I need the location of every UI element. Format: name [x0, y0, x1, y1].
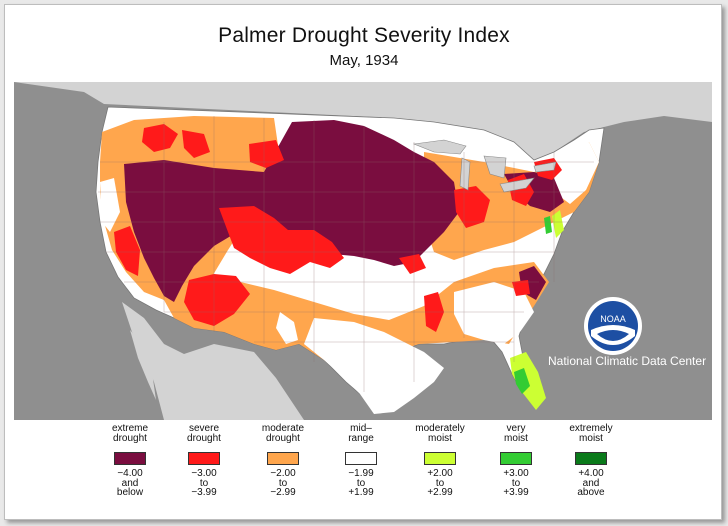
division-boundaries: [98, 116, 594, 392]
legend-swatch: [424, 452, 456, 465]
region-midrange-newengland: [554, 142, 599, 204]
legend-swatch: [575, 452, 607, 465]
legend-item-extremely-moist: extremely moist +4.00 and above: [551, 424, 631, 498]
mexico: [122, 302, 304, 420]
region-severe-georgia: [512, 280, 530, 296]
legend-range: +4.00: [578, 468, 604, 479]
legend-range: +2.00: [427, 468, 453, 479]
legend-item-mid-range: mid– range −1.99 to +1.99: [321, 424, 401, 498]
legend-range: to: [278, 477, 288, 489]
legend-range: above: [577, 487, 605, 498]
legend-label: mid–: [350, 423, 372, 434]
noaa-logo: NOAA: [584, 297, 642, 355]
region-severe-arizona: [184, 274, 250, 326]
region-severe-california: [114, 226, 140, 276]
legend-range: +2.99: [427, 487, 453, 498]
legend-item-moderate-drought: moderate drought −2.00 to −2.99: [243, 424, 323, 498]
legend-label: moderate: [261, 423, 305, 434]
drought-map: [14, 82, 712, 420]
legend-range: −2.99: [270, 487, 296, 498]
legend-range: −2.00: [270, 468, 296, 479]
lake-erie: [499, 177, 535, 193]
legend-item-very-moist: very moist +3.00 to +3.99: [476, 424, 556, 498]
lake-superior: [412, 139, 467, 155]
region-severe-washington: [142, 124, 178, 152]
region-midrange-oregon-coast: [100, 178, 120, 232]
legend-range: −3.00: [191, 468, 217, 479]
region-severe-arkansas: [399, 254, 426, 274]
legend-range: +3.99: [503, 487, 529, 498]
legend-swatch: [500, 452, 532, 465]
legend-range: to: [511, 477, 521, 489]
region-severe-idaho: [182, 130, 210, 158]
canada: [14, 82, 712, 160]
region-severe-montana: [249, 140, 284, 168]
region-very-moist-florida: [514, 368, 530, 394]
legend-label: moist: [579, 433, 603, 444]
map-subtitle: May, 1934: [329, 52, 399, 69]
legend-item-extreme-drought: extreme drought −4.00 and below: [90, 424, 170, 498]
legend-label: moderately: [415, 423, 465, 434]
region-severe-indiana: [454, 186, 490, 228]
region-extreme-drought: [124, 120, 459, 302]
legend-label: drought: [187, 433, 221, 444]
baja-california: [130, 330, 156, 400]
legend-label: moist: [504, 433, 528, 444]
legend-range: −3.99: [191, 487, 217, 498]
legend-swatch: [188, 452, 220, 465]
legend-label: severe: [188, 423, 219, 434]
region-moderately-moist-delmarva: [552, 210, 564, 238]
legend-label: extreme: [111, 423, 149, 434]
lake-michigan: [459, 157, 471, 191]
legend-label: drought: [113, 433, 147, 444]
map-title: Palmer Drought Severity Index: [218, 24, 510, 47]
noaa-logo-text: NOAA: [600, 314, 626, 324]
legend-label: extremely: [569, 423, 613, 434]
legend-label: drought: [266, 433, 300, 444]
legend-label: range: [348, 433, 374, 444]
legend-range: −1.99: [348, 468, 374, 479]
legend-range: to: [199, 477, 209, 489]
legend-range: below: [116, 487, 144, 498]
lake-huron: [483, 155, 507, 179]
legend-range: −4.00: [117, 468, 143, 479]
map-svg: [14, 82, 712, 420]
legend-item-moderately-moist: moderately moist +2.00 to +2.99: [400, 424, 480, 498]
legend-swatch: [345, 452, 377, 465]
legend-swatch: [267, 452, 299, 465]
legend-item-severe-drought: severe drought −3.00 to −3.99: [164, 424, 244, 498]
legend-swatch: [114, 452, 146, 465]
legend-range: to: [356, 477, 366, 489]
legend-range: +1.99: [348, 487, 374, 498]
legend-label: very: [506, 423, 526, 434]
legend-range: +3.00: [503, 468, 529, 479]
legend-range: and: [582, 477, 600, 489]
region-midrange-newmexico: [276, 312, 298, 344]
legend-label: moist: [428, 433, 452, 444]
region-very-moist-virginia: [544, 216, 552, 234]
region-severe-colorado-kansas: [219, 206, 344, 274]
ncdc-label: National Climatic Data Center: [548, 354, 707, 368]
legend-range: to: [435, 477, 445, 489]
legend-range: and: [121, 477, 139, 489]
